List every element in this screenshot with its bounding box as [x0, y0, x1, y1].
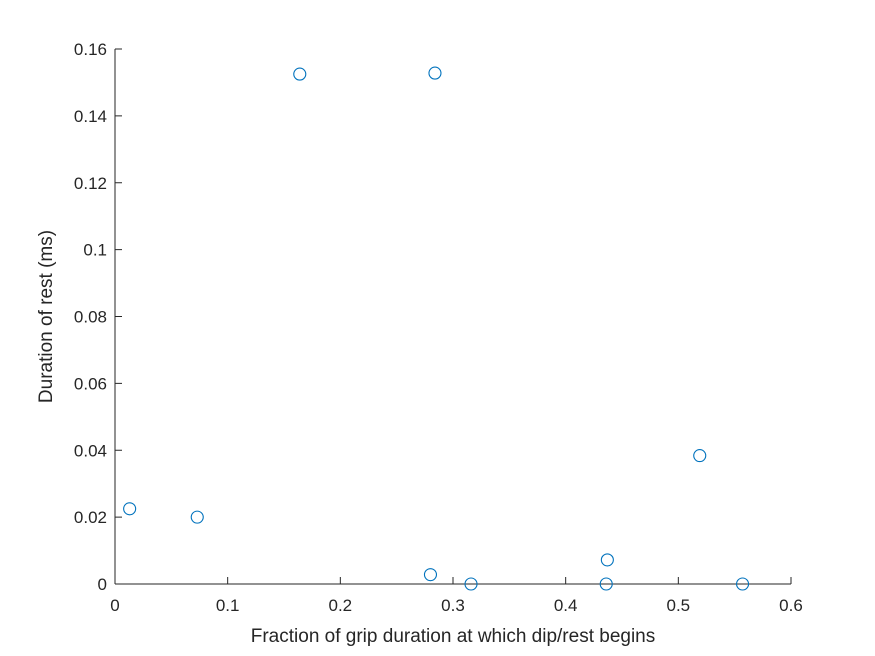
x-axis-label: Fraction of grip duration at which dip/r…	[251, 626, 656, 647]
y-axis-ticks: 0 0.02 0.04 0.06 0.08 0.1 0.12 0.14 0.16	[74, 40, 122, 594]
data-point	[600, 553, 614, 567]
y-tick-label: 0.06	[74, 374, 107, 393]
data-points	[123, 66, 750, 591]
x-tick-label: 0.5	[667, 596, 691, 615]
data-point	[693, 449, 707, 463]
x-axis-ticks: 0 0.1 0.2 0.3 0.4 0.5 0.6	[110, 577, 803, 615]
x-tick-label: 0.1	[216, 596, 240, 615]
data-point	[599, 577, 613, 591]
y-tick-label: 0.1	[83, 241, 107, 260]
y-tick-label: 0	[98, 575, 107, 594]
y-tick-label: 0.16	[74, 40, 107, 59]
y-tick-label: 0.08	[74, 308, 107, 327]
data-point	[190, 510, 204, 524]
data-point	[123, 502, 137, 516]
y-tick-label: 0.12	[74, 174, 107, 193]
data-point	[736, 577, 750, 591]
y-tick-label: 0.04	[74, 441, 107, 460]
y-tick-label: 0.14	[74, 107, 107, 126]
data-point	[428, 66, 442, 80]
x-tick-label: 0.4	[554, 596, 578, 615]
data-point	[423, 568, 438, 582]
x-tick-label: 0.6	[779, 596, 803, 615]
x-tick-label: 0.3	[441, 596, 465, 615]
y-tick-label: 0.02	[74, 508, 107, 527]
y-axis-label: Duration of rest (ms)	[36, 230, 57, 403]
x-tick-label: 0.2	[329, 596, 353, 615]
x-tick-label: 0	[110, 596, 119, 615]
data-point	[464, 577, 478, 591]
data-point	[293, 67, 307, 81]
